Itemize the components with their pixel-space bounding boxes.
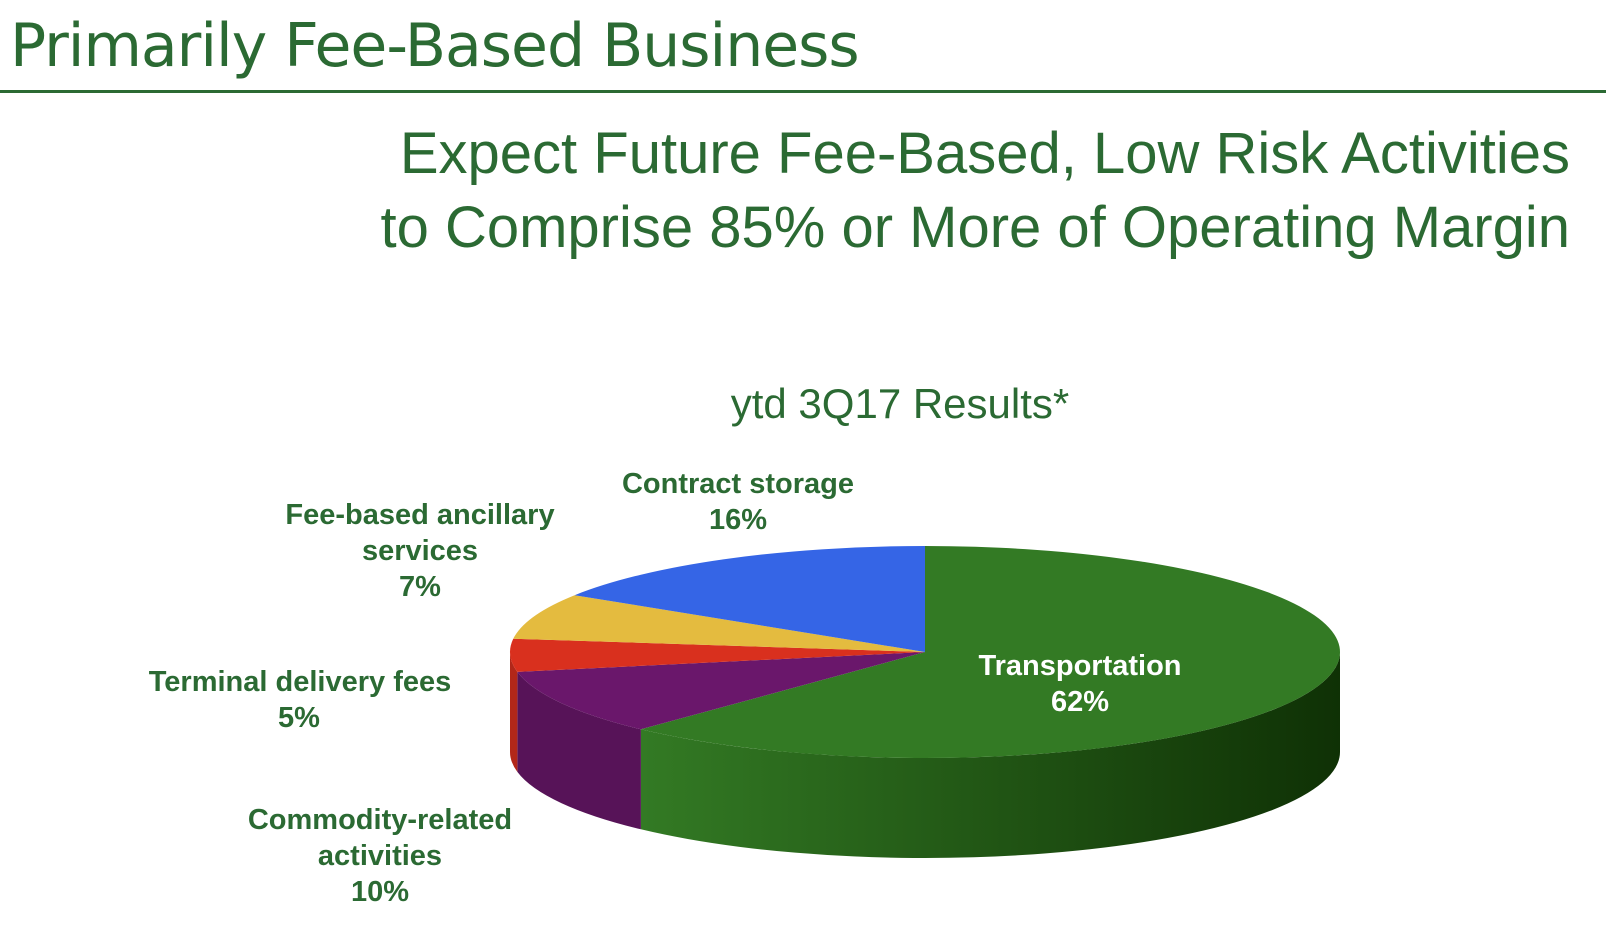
slice-label-contract-storage-name: Contract storage — [621, 468, 855, 500]
pie-tops — [510, 546, 1340, 758]
headline-line-1: Expect Future Fee-Based, Low Risk Activi… — [399, 121, 1570, 186]
slice-label-fee-based-ancillary: Fee-based ancillary services 7% — [250, 497, 590, 605]
pie-side-terminal-delivery-fees — [510, 652, 518, 772]
slice-label-commodity-related-value: 10% — [350, 876, 410, 908]
slide-title: Primarily Fee-Based Business — [10, 11, 860, 81]
pie-side-commodity-related — [517, 671, 641, 830]
pie-slice-commodity-related — [517, 652, 925, 730]
slice-label-transportation-value: 62% — [1050, 686, 1110, 718]
pie-sides — [510, 652, 1340, 859]
pie-side-transportation — [640, 652, 1340, 859]
pie-slice-fee-based-ancillary — [513, 595, 925, 652]
slice-label-contract-storage: Contract storage 16% — [588, 466, 888, 538]
slice-label-terminal-delivery-name: Terminal delivery fees — [148, 666, 452, 698]
slice-label-fee-based-ancillary-name-2: services — [361, 535, 479, 567]
chart-title: ytd 3Q17 Results* — [730, 380, 1070, 427]
slice-label-commodity-related: Commodity-related activities 10% — [210, 802, 550, 910]
pie-slice-terminal-delivery-fees — [510, 638, 925, 672]
headline-line-2: to Comprise 85% or More of Operating Mar… — [380, 195, 1570, 260]
slice-label-commodity-related-name-2: activities — [317, 840, 443, 872]
slice-label-contract-storage-value: 16% — [708, 504, 768, 536]
slice-label-commodity-related-name-1: Commodity-related — [247, 804, 513, 836]
slice-label-transportation: Transportation 62% — [930, 648, 1230, 720]
title-divider — [0, 90, 1606, 93]
slice-label-terminal-delivery: Terminal delivery fees 5% — [100, 664, 500, 736]
slice-label-fee-based-ancillary-value: 7% — [399, 571, 441, 603]
slice-label-terminal-delivery-value: 5% — [278, 702, 320, 734]
pie-slice-contract-storage — [574, 546, 925, 652]
slice-label-transportation-name: Transportation — [978, 650, 1182, 682]
pie-slice-transportation — [640, 546, 1340, 758]
slice-label-fee-based-ancillary-name-1: Fee-based ancillary — [285, 499, 555, 531]
